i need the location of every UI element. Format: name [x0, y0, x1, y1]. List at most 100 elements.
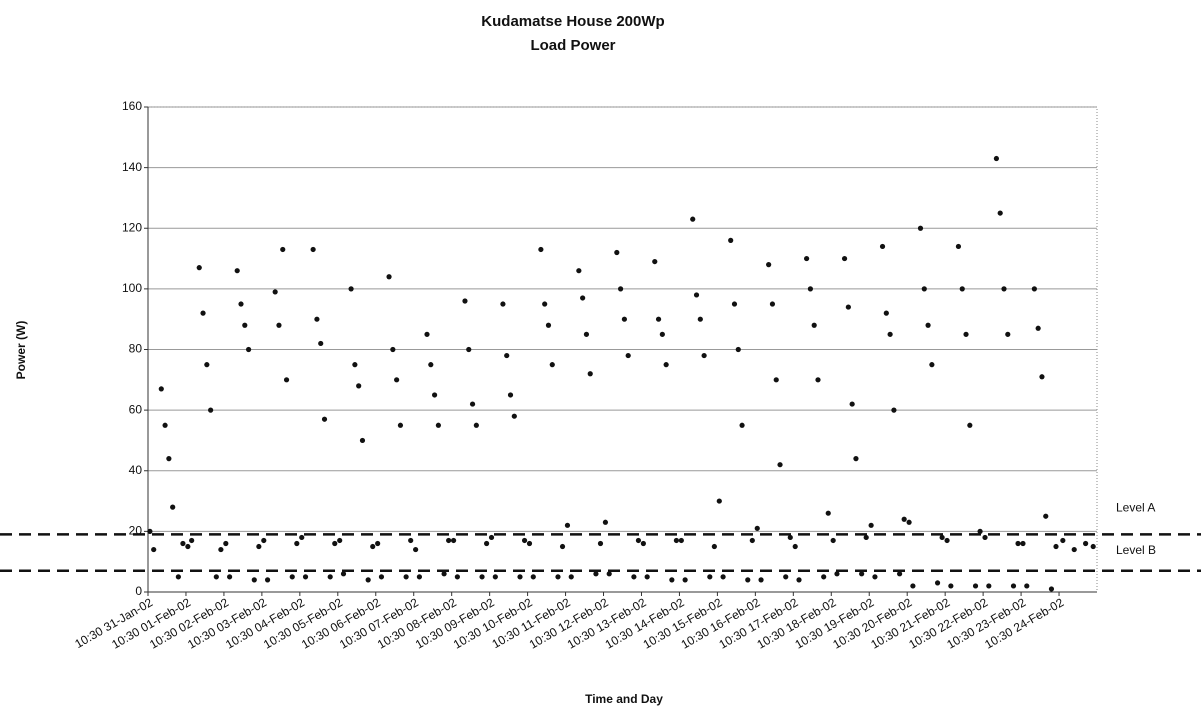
- data-point: [484, 540, 490, 547]
- data-point: [542, 301, 548, 307]
- data-point: [568, 574, 574, 580]
- data-point: [621, 316, 627, 322]
- data-point: [716, 498, 722, 504]
- data-point: [352, 362, 358, 368]
- data-point: [365, 577, 371, 583]
- data-point: [517, 574, 523, 580]
- y-tick-label: 140: [122, 160, 142, 174]
- data-point: [1083, 540, 1089, 547]
- data-point: [479, 574, 485, 580]
- data-point: [327, 574, 333, 580]
- data-point: [196, 265, 202, 271]
- data-point: [223, 540, 229, 547]
- data-point: [488, 534, 495, 541]
- data-point: [825, 510, 831, 516]
- data-point: [218, 546, 224, 553]
- y-tick-label: 60: [129, 402, 143, 416]
- data-point: [635, 537, 642, 544]
- data-point: [337, 537, 343, 544]
- data-point: [1020, 540, 1026, 547]
- data-point: [787, 534, 793, 541]
- data-point: [917, 225, 924, 231]
- data-point: [891, 407, 897, 413]
- data-point: [849, 401, 855, 407]
- data-point: [213, 574, 219, 580]
- data-point: [921, 286, 927, 292]
- data-point: [906, 519, 912, 525]
- data-point: [283, 377, 290, 383]
- data-point: [416, 574, 423, 580]
- data-point: [180, 540, 186, 547]
- data-point: [815, 377, 821, 383]
- data-point: [348, 286, 354, 292]
- data-point: [625, 352, 631, 359]
- data-point: [1024, 583, 1030, 589]
- data-point: [883, 310, 889, 316]
- data-point: [375, 540, 381, 547]
- data-point: [868, 522, 874, 528]
- data-point: [413, 546, 419, 553]
- data-point: [245, 346, 252, 353]
- data-point: [1060, 537, 1066, 544]
- data-point: [811, 322, 817, 328]
- data-point: [564, 522, 571, 528]
- data-point: [887, 331, 893, 337]
- data-point: [386, 274, 392, 280]
- data-point: [939, 534, 945, 541]
- data-point: [227, 574, 233, 580]
- data-point: [944, 537, 950, 544]
- data-point: [859, 571, 865, 577]
- data-point: [356, 383, 362, 389]
- data-point: [863, 534, 869, 541]
- data-point: [872, 574, 878, 580]
- y-tick-label: 120: [122, 220, 142, 234]
- data-point: [261, 537, 267, 544]
- data-point: [302, 574, 309, 580]
- y-tick-label: 80: [129, 342, 143, 356]
- data-point: [720, 574, 726, 580]
- data-point: [408, 537, 414, 544]
- data-point: [526, 540, 533, 547]
- data-point: [690, 216, 696, 222]
- data-point: [166, 456, 172, 462]
- data-point: [521, 537, 528, 544]
- data-point: [318, 340, 324, 347]
- data-point: [234, 268, 240, 274]
- data-point: [1010, 583, 1017, 589]
- data-point: [663, 362, 669, 368]
- data-point: [731, 301, 738, 307]
- data-point: [158, 386, 164, 392]
- data-point: [682, 577, 688, 583]
- data-point: [545, 322, 552, 328]
- data-point: [170, 504, 176, 510]
- y-tick-label: 160: [122, 99, 142, 113]
- data-point: [251, 577, 257, 583]
- data-point: [256, 543, 262, 550]
- data-point: [162, 422, 168, 428]
- data-point: [834, 571, 840, 577]
- data-point: [473, 422, 479, 428]
- data-point: [1001, 286, 1007, 292]
- data-point: [697, 316, 703, 322]
- data-point: [986, 583, 992, 589]
- data-point: [792, 543, 798, 550]
- data-point: [321, 416, 328, 422]
- data-point: [997, 210, 1003, 216]
- data-point: [735, 346, 741, 353]
- data-point: [208, 407, 214, 413]
- data-point: [204, 362, 210, 368]
- data-point: [853, 456, 859, 462]
- data-point: [587, 371, 593, 377]
- data-point: [845, 304, 851, 310]
- y-tick-label: 0: [135, 584, 142, 598]
- data-point: [711, 543, 717, 550]
- data-point: [879, 243, 886, 250]
- data-point: [559, 543, 566, 550]
- data-point: [841, 255, 848, 262]
- data-point: [693, 292, 700, 298]
- y-tick-label: 100: [122, 281, 142, 295]
- data-point: [492, 574, 498, 580]
- data-point: [955, 243, 962, 250]
- data-point: [701, 352, 707, 359]
